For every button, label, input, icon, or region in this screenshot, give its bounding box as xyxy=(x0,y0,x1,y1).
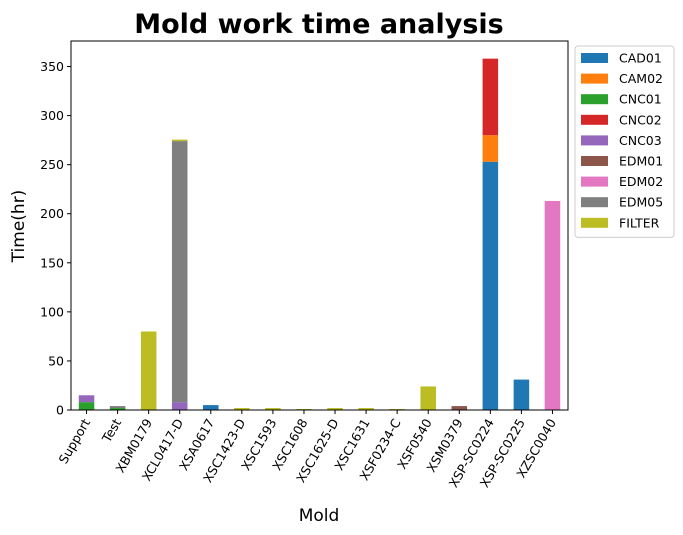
bar-segment xyxy=(171,402,188,410)
y-tick-label: 150 xyxy=(40,255,64,270)
bar-segment xyxy=(140,331,157,410)
x-axis: Support TestXBM0179XCL0417-DXSA0617XSC142… xyxy=(55,410,559,490)
bar-segment xyxy=(327,408,343,410)
chart-title: Mold work time analysis xyxy=(134,9,503,40)
x-axis-label: Mold xyxy=(299,506,340,526)
y-tick-label: 0 xyxy=(56,403,64,418)
bar-segment xyxy=(482,161,499,410)
legend-swatch xyxy=(581,53,608,63)
legend-swatch xyxy=(581,114,608,125)
legend-label: CNC01 xyxy=(619,92,662,107)
y-axis-label: Time(hr) xyxy=(9,190,29,264)
bar-segment xyxy=(513,379,530,410)
x-tick-label: Support xyxy=(55,416,93,466)
bar-segment xyxy=(78,395,95,403)
legend-swatch xyxy=(581,135,608,146)
legend-label: CAM02 xyxy=(619,71,663,86)
legend-label: FILTER xyxy=(619,215,660,230)
legend-swatch xyxy=(581,73,608,84)
bar-segment xyxy=(109,408,126,410)
bar-segment xyxy=(420,386,436,410)
bar-segment xyxy=(358,408,374,410)
y-tick-label: 100 xyxy=(40,304,64,319)
bar-segment xyxy=(109,406,126,409)
legend-swatch xyxy=(581,156,608,166)
legend-box xyxy=(574,45,675,238)
legend: CAD01 CAM02 CNC01 CNC02 CNC03 EDM01 EDM02 EDM05… xyxy=(574,45,675,238)
y-tick-label: 250 xyxy=(40,157,64,172)
bar-segment xyxy=(482,135,499,162)
legend-swatch xyxy=(581,217,608,228)
bar-segment xyxy=(482,58,499,136)
x-tick-label: Test xyxy=(98,416,124,446)
legend-label: EDM05 xyxy=(619,195,663,210)
legend-swatch xyxy=(581,176,608,187)
bar-segment xyxy=(171,139,188,142)
bar-segment xyxy=(265,408,281,410)
y-axis: 0 50 100 150 200 250 300 350 xyxy=(40,59,71,418)
plot-frame xyxy=(70,40,569,411)
bar-segment xyxy=(451,406,468,410)
y-tick-label: 200 xyxy=(40,206,64,221)
legend-label: CNC03 xyxy=(619,133,662,148)
legend-label: CAD01 xyxy=(619,51,662,66)
legend-label: EDM02 xyxy=(619,174,663,189)
y-tick-label: 50 xyxy=(48,353,64,368)
legend-swatch xyxy=(581,197,608,208)
legend-label: CNC02 xyxy=(619,112,662,127)
y-tick-label: 350 xyxy=(40,59,64,74)
bar-segment xyxy=(544,200,561,410)
legend-swatch xyxy=(581,94,608,105)
y-tick-label: 300 xyxy=(40,108,64,123)
bar-segment xyxy=(171,141,188,403)
legend-label: EDM01 xyxy=(619,154,663,169)
bars-layer xyxy=(78,58,561,410)
bar-segment xyxy=(234,408,250,410)
bar-segment xyxy=(203,405,219,410)
bar-segment xyxy=(78,402,95,410)
